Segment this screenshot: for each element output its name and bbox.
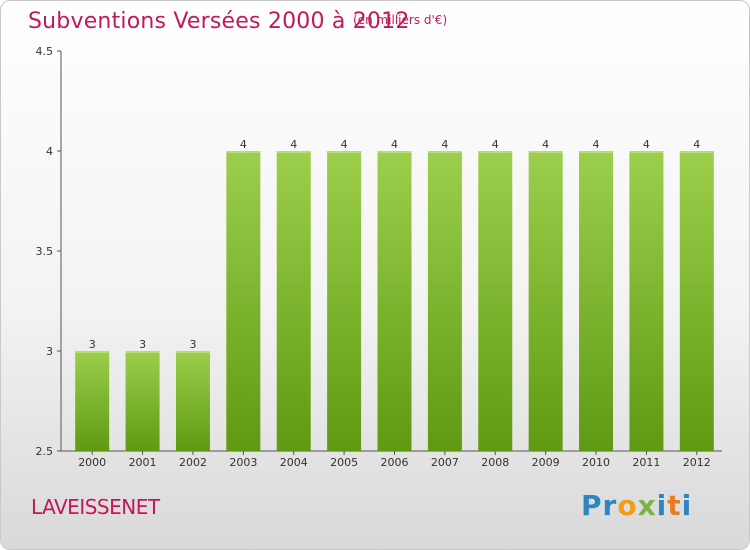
x-tick-label: 2010 [582, 456, 610, 469]
data-label: 4 [492, 138, 499, 151]
data-label: 3 [189, 338, 196, 351]
bar-top-edge [528, 151, 563, 153]
x-tick-label: 2004 [280, 456, 308, 469]
logo-letter: o [617, 489, 638, 522]
bar-top-edge [427, 151, 462, 153]
bar-top-edge [377, 151, 412, 153]
bars-group [75, 151, 714, 451]
bar [75, 351, 110, 451]
x-tick-label: 2000 [78, 456, 106, 469]
data-label: 4 [391, 138, 398, 151]
data-label: 4 [542, 138, 549, 151]
bar [276, 151, 311, 451]
x-tick-label: 2007 [431, 456, 459, 469]
bar-top-edge [276, 151, 311, 153]
bar [528, 151, 563, 451]
x-tick-label: 2002 [179, 456, 207, 469]
y-tick-label: 2.5 [36, 445, 54, 458]
bar [629, 151, 664, 451]
bar [125, 351, 160, 451]
logo-letter: t [667, 489, 682, 522]
x-tick-label: 2012 [683, 456, 711, 469]
data-label: 4 [441, 138, 448, 151]
data-label: 4 [593, 138, 600, 151]
bar [478, 151, 513, 451]
logo-letter: r [602, 489, 618, 522]
bar [679, 151, 714, 451]
x-tick-label: 2003 [229, 456, 257, 469]
data-label: 4 [240, 138, 247, 151]
data-label: 4 [290, 138, 297, 151]
bar [327, 151, 362, 451]
x-tick-label: 2001 [129, 456, 157, 469]
data-label: 3 [89, 338, 96, 351]
x-tick-label: 2009 [532, 456, 560, 469]
bar-top-edge [125, 351, 160, 353]
bar-top-edge [629, 151, 664, 153]
commune-name: LAVEISSENET [31, 495, 160, 519]
bar [377, 151, 412, 451]
bar-top-edge [175, 351, 210, 353]
y-tick-label: 4 [46, 145, 53, 158]
bar [427, 151, 462, 451]
bar-top-edge [75, 351, 110, 353]
x-tick-label: 2011 [632, 456, 660, 469]
logo-letter: i [656, 489, 668, 522]
bar [175, 351, 210, 451]
logo-letter: i [681, 489, 693, 522]
bar-top-edge [478, 151, 513, 153]
logo-letter: x [637, 489, 657, 522]
x-tick-label: 2005 [330, 456, 358, 469]
logo-letter: P [581, 489, 603, 522]
bar [579, 151, 614, 451]
chart-subtitle: (en milliers d'€) [353, 13, 448, 27]
bar [226, 151, 261, 451]
data-label: 4 [643, 138, 650, 151]
bar-top-edge [579, 151, 614, 153]
bar-top-edge [327, 151, 362, 153]
data-label: 3 [139, 338, 146, 351]
y-tick-label: 3.5 [36, 245, 54, 258]
x-tick-label: 2006 [381, 456, 409, 469]
x-tick-label: 2008 [481, 456, 509, 469]
y-tick-label: 4.5 [36, 45, 54, 58]
y-tick-label: 3 [46, 345, 53, 358]
chart-title: Subventions Versées 2000 à 2012 [28, 9, 410, 34]
bar-top-edge [226, 151, 261, 153]
proxiti-logo: Proxiti [581, 489, 692, 522]
data-label: 4 [693, 138, 700, 151]
labels-group: 3 2000 3 2001 3 2002 4 2003 4 2004 4 2005 4 2006 4 2007… [78, 138, 711, 469]
bar-top-edge [679, 151, 714, 153]
data-label: 4 [341, 138, 348, 151]
